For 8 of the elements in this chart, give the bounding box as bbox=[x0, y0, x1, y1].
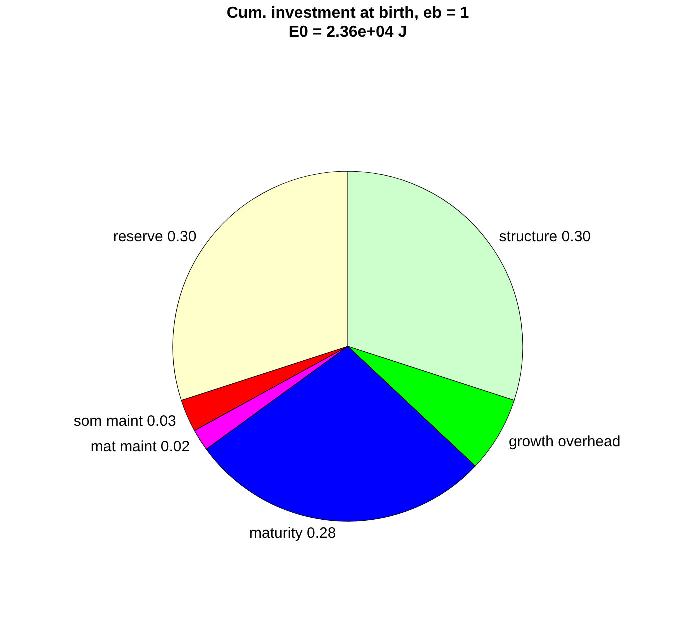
chart-subtitle: E0 = 2.36e+04 J bbox=[288, 24, 408, 41]
slice-label: maturity 0.28 bbox=[250, 525, 336, 542]
slice-label: mat maint 0.02 bbox=[90, 438, 190, 456]
slice-label: reserve 0.30 bbox=[113, 228, 197, 246]
chart-title: Cum. investment at birth, eb = 1 bbox=[226, 5, 470, 22]
slice-label: som maint 0.03 bbox=[74, 412, 176, 430]
slice-label: structure 0.30 bbox=[499, 228, 592, 246]
slice-label: growth overhead bbox=[508, 434, 621, 451]
